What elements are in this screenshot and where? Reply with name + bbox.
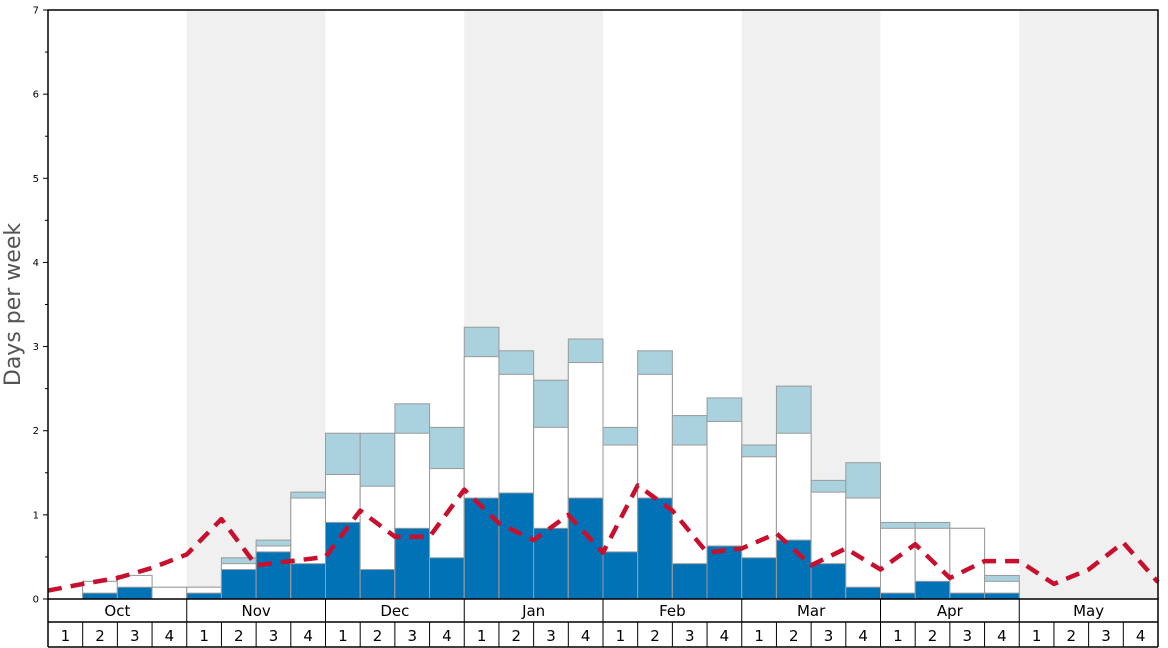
- month-label: Dec: [380, 602, 409, 620]
- week-label: 3: [546, 627, 556, 645]
- week-label: 2: [234, 627, 244, 645]
- week-label: 2: [789, 627, 799, 645]
- y-axis-label: Days per week: [1, 223, 26, 386]
- bar-middle: [880, 527, 916, 600]
- bar-dark: [116, 586, 153, 600]
- week-label: 4: [858, 627, 868, 645]
- week-label: 3: [1101, 627, 1111, 645]
- week-label: 2: [95, 627, 105, 645]
- week-label: 4: [1136, 627, 1146, 645]
- bar-middle: [845, 497, 881, 600]
- bar-dark: [949, 592, 986, 600]
- week-label: 2: [512, 627, 522, 645]
- bar-dark: [463, 497, 500, 600]
- bar-dark: [82, 592, 118, 600]
- week-label: 2: [373, 627, 383, 645]
- month-label: Apr: [937, 602, 964, 620]
- y-tick-label: 6: [33, 90, 39, 101]
- bar-dark: [741, 557, 777, 600]
- week-label: 4: [720, 627, 730, 645]
- week-label: 4: [581, 627, 591, 645]
- bar-dark: [845, 586, 881, 600]
- y-tick-label: 1: [33, 510, 39, 521]
- bar-dark: [533, 527, 569, 600]
- y-tick-label: 7: [33, 6, 39, 17]
- week-label: 1: [893, 627, 903, 645]
- bar-dark: [880, 592, 916, 600]
- week-label: 1: [754, 627, 764, 645]
- week-label: 1: [338, 627, 348, 645]
- bar-dark: [671, 563, 708, 600]
- bar-dark: [220, 569, 257, 600]
- bar-middle: [151, 586, 188, 600]
- bar-dark: [602, 551, 639, 600]
- bar-dark: [290, 563, 326, 600]
- bar-dark: [394, 527, 431, 600]
- week-label: 1: [616, 627, 626, 645]
- bar-dark: [498, 492, 535, 600]
- y-tick-label: 3: [33, 342, 39, 353]
- bar-dark: [359, 569, 396, 600]
- month-label: Mar: [797, 602, 826, 620]
- bar-dark: [429, 557, 465, 600]
- week-label: 3: [130, 627, 140, 645]
- week-label: 2: [650, 627, 660, 645]
- week-label: 2: [1067, 627, 1077, 645]
- week-label: 1: [199, 627, 209, 645]
- bar-dark: [984, 592, 1020, 600]
- bar-dark: [186, 592, 222, 600]
- bar-dark: [914, 580, 951, 600]
- month-label: Oct: [104, 602, 130, 620]
- bar-dark: [775, 539, 812, 600]
- bar-dark: [706, 545, 743, 600]
- week-label: 2: [928, 627, 938, 645]
- bar-dark: [567, 497, 604, 600]
- week-label: 3: [407, 627, 417, 645]
- y-tick-label: 0: [33, 595, 39, 606]
- week-label: 4: [165, 627, 175, 645]
- month-label: May: [1073, 602, 1104, 620]
- week-label: 3: [685, 627, 695, 645]
- week-label: 3: [824, 627, 834, 645]
- y-tick-label: 4: [33, 258, 39, 269]
- week-label: 3: [269, 627, 279, 645]
- bar-dark: [810, 563, 847, 600]
- month-label: Feb: [659, 602, 686, 620]
- week-label: 1: [61, 627, 71, 645]
- month-label: Nov: [241, 602, 270, 620]
- y-tick-label: 2: [33, 426, 39, 437]
- bar-dark: [637, 497, 673, 600]
- month-label: Jan: [521, 602, 545, 620]
- week-label: 4: [997, 627, 1007, 645]
- week-label: 1: [1032, 627, 1042, 645]
- bar-middle: [949, 527, 986, 600]
- y-tick-label: 5: [33, 174, 39, 185]
- week-label: 4: [442, 627, 452, 645]
- bar-dark: [255, 551, 292, 600]
- week-label: 1: [477, 627, 487, 645]
- week-label: 3: [962, 627, 972, 645]
- month-shade-may: [1019, 10, 1158, 599]
- average-line: [47, 483, 1160, 593]
- week-label: 4: [303, 627, 313, 645]
